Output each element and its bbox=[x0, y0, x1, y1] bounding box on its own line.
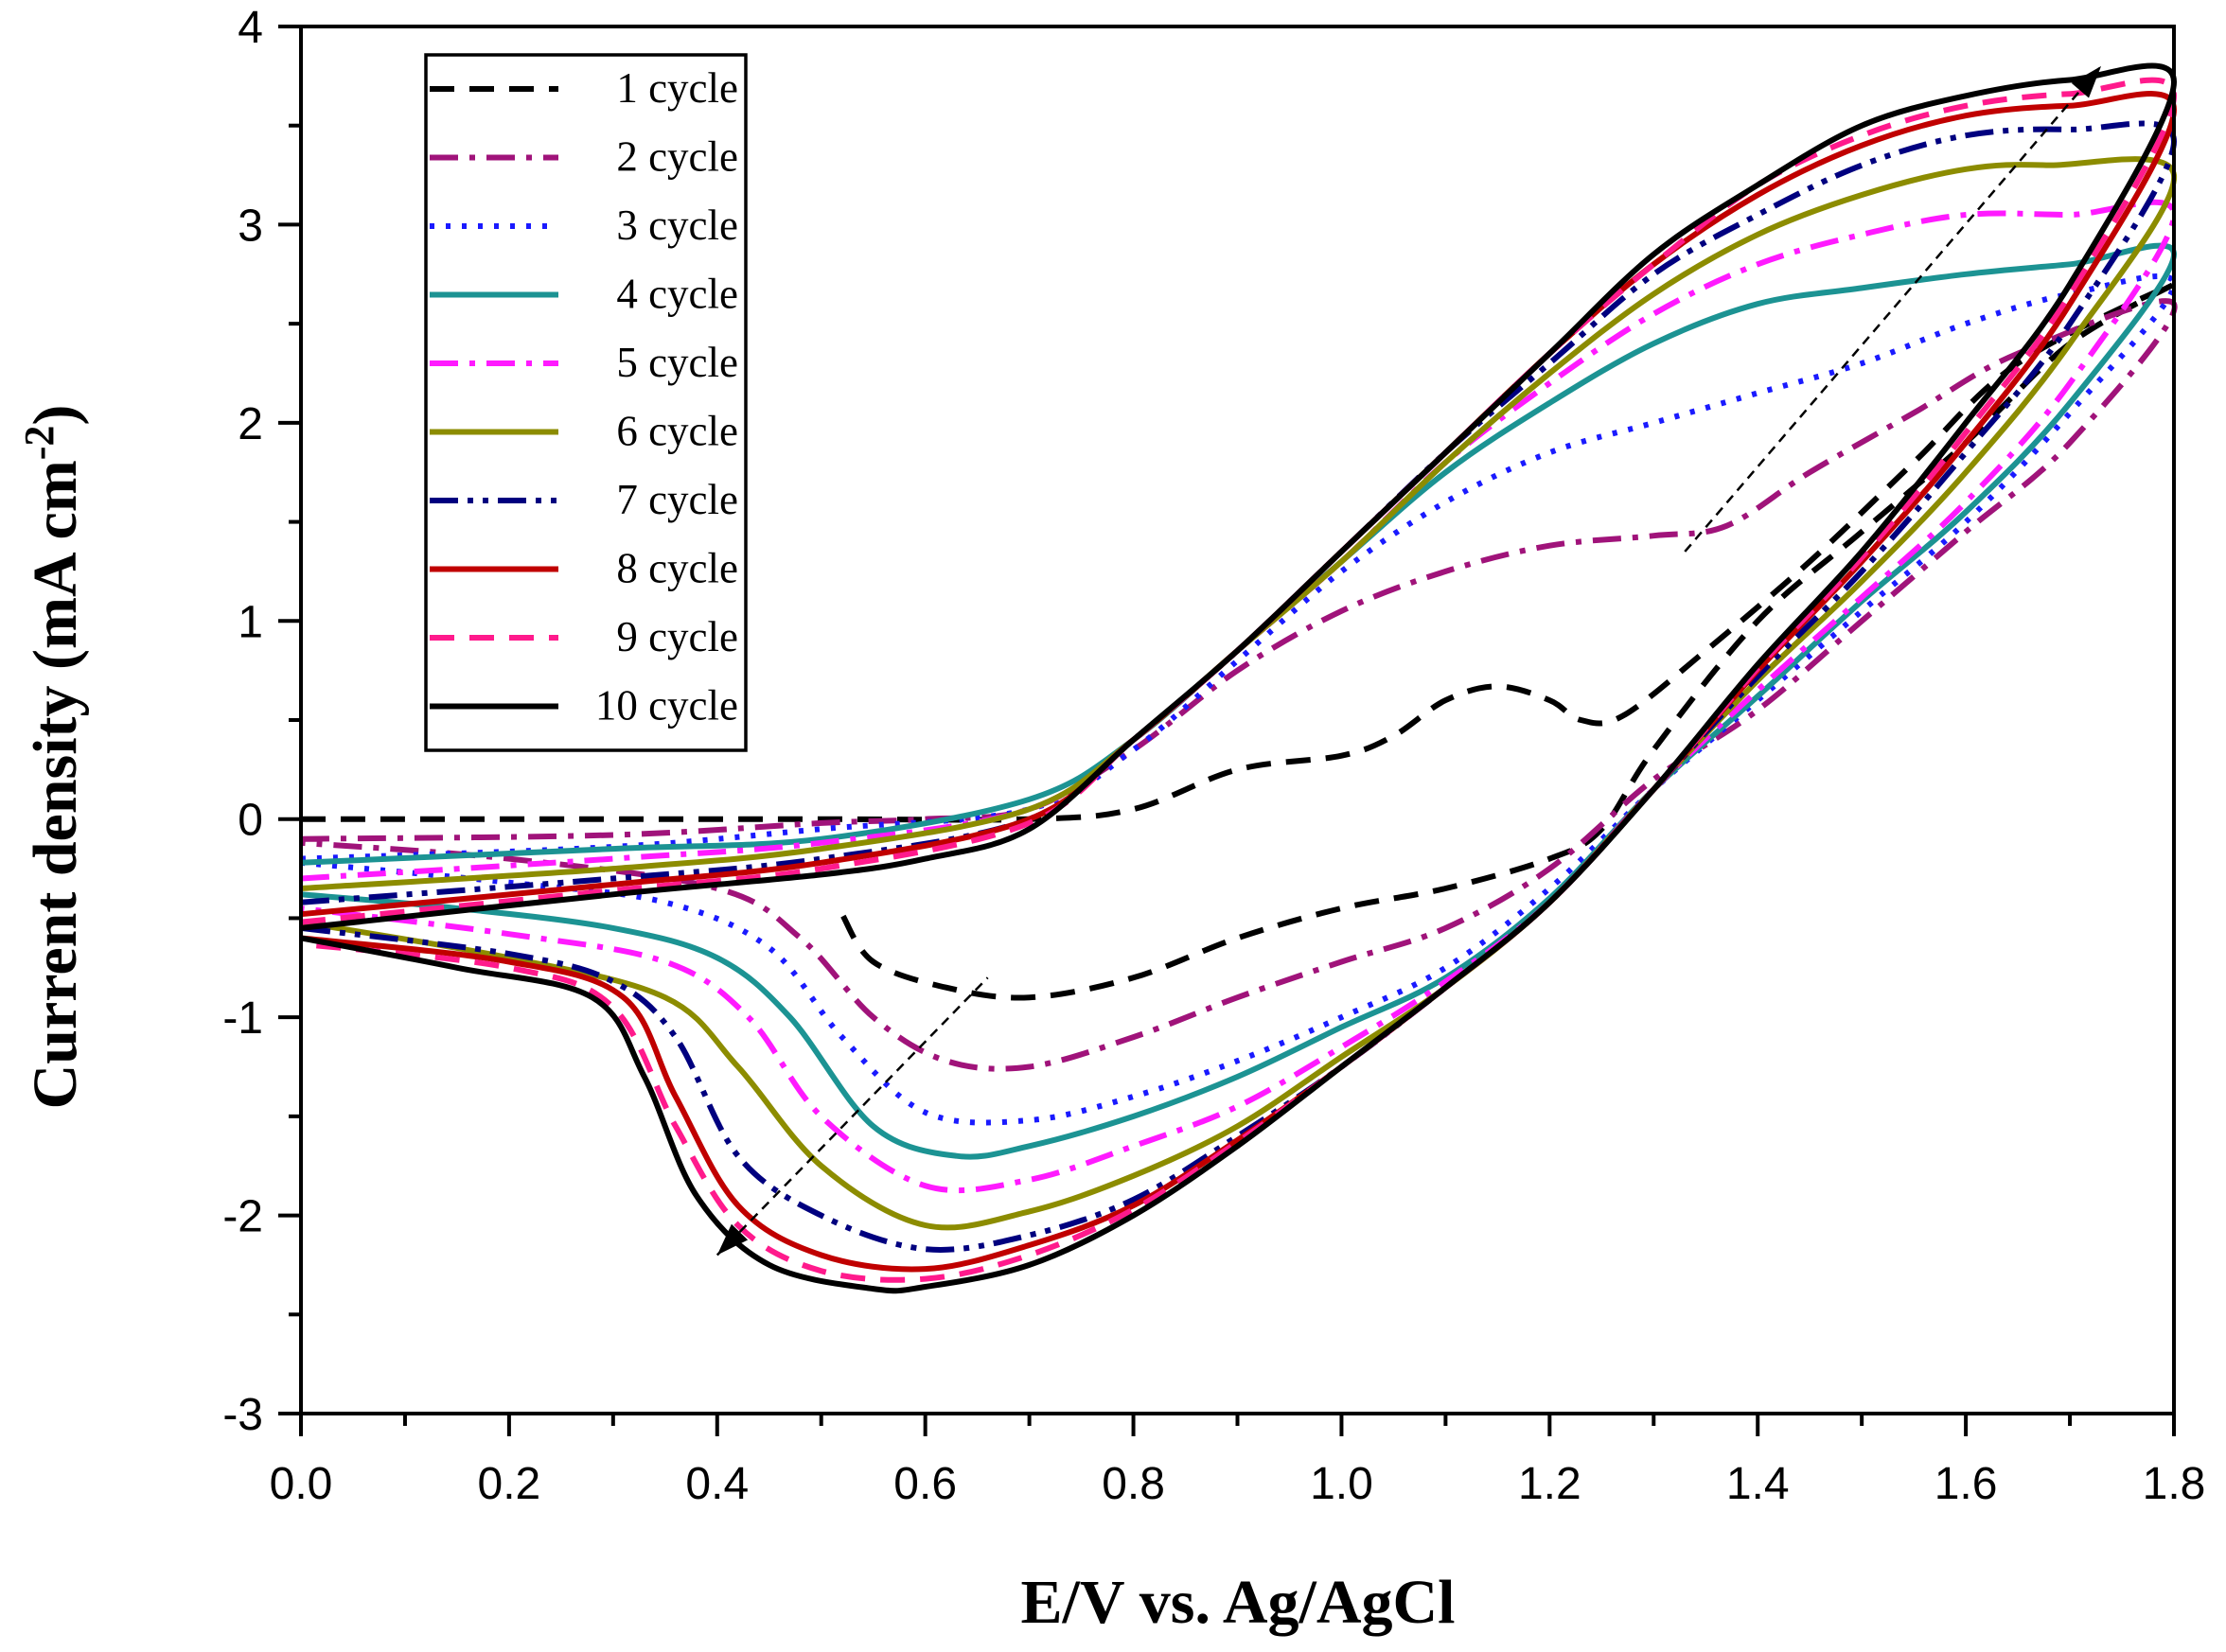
legend-label-cycle-8: 8 cycle bbox=[616, 545, 738, 592]
legend-label-cycle-3: 3 cycle bbox=[616, 202, 738, 249]
x-tick-label: 1.8 bbox=[2143, 1459, 2206, 1509]
x-tick-label: 1.6 bbox=[1934, 1459, 1998, 1509]
legend-label-cycle-4: 4 cycle bbox=[616, 271, 738, 318]
legend-label-cycle-2: 2 cycle bbox=[616, 133, 738, 181]
trend-arrow-head-1 bbox=[716, 1223, 749, 1256]
x-tick-label: 0.2 bbox=[478, 1459, 541, 1509]
legend-label-cycle-6: 6 cycle bbox=[616, 408, 738, 455]
x-axis: 0.0 0.2 0.4 0.6 0.8 1.0 1.2 1.4 1.6 1.8 bbox=[270, 1414, 2206, 1509]
y-tick-label: 4 bbox=[238, 3, 263, 53]
trend-arrows bbox=[716, 65, 2102, 1257]
x-tick-label: 0.0 bbox=[270, 1459, 333, 1509]
x-tick-label: 1.4 bbox=[1726, 1459, 1790, 1509]
x-tick-label: 0.4 bbox=[685, 1459, 749, 1509]
y-tick-label: 2 bbox=[238, 399, 263, 449]
legend-box bbox=[424, 53, 748, 752]
legend-label-cycle-9: 9 cycle bbox=[616, 613, 738, 660]
y-axis: -3 -2 -1 0 1 2 3 4 bbox=[222, 3, 301, 1440]
y-axis-title: Current density (mA cm bbox=[21, 460, 90, 1109]
series-line-cycle-10 bbox=[300, 62, 2177, 1294]
x-axis-title: E/V vs. Ag/AgCl bbox=[1020, 1568, 1455, 1637]
x-tick-label: 1.0 bbox=[1310, 1459, 1373, 1509]
trend-arrow-line-2 bbox=[1684, 65, 2102, 553]
x-tick-label: 0.6 bbox=[893, 1459, 957, 1509]
y-tick-label: -3 bbox=[222, 1390, 263, 1440]
legend-label-cycle-1: 1 cycle bbox=[616, 64, 738, 112]
series-line-cycle-2 bbox=[300, 298, 2178, 1072]
series-curves bbox=[300, 62, 2178, 1294]
x-tick-label: 0.8 bbox=[1102, 1459, 1165, 1509]
series-line-cycle-9 bbox=[300, 77, 2177, 1283]
y-axis-title-close: ) bbox=[21, 405, 90, 426]
y-tick-label: 3 bbox=[238, 201, 263, 251]
y-tick-label: -1 bbox=[222, 993, 263, 1044]
x-tick-label: 1.2 bbox=[1518, 1459, 1581, 1509]
y-tick-label: 0 bbox=[238, 796, 263, 846]
series-line-cycle-1 bbox=[300, 281, 2178, 1001]
legend-label-cycle-5: 5 cycle bbox=[616, 339, 738, 386]
y-axis-title-superscript: -2 bbox=[16, 426, 62, 461]
svg-text:Current density (mA cm-2): Current density (mA cm-2) bbox=[16, 405, 90, 1110]
y-tick-label: -2 bbox=[222, 1192, 263, 1242]
legend-label-cycle-7: 7 cycle bbox=[616, 476, 738, 523]
trend-arrow-line-1 bbox=[716, 976, 989, 1257]
legend-label-cycle-10: 10 cycle bbox=[595, 682, 738, 729]
legend: 1 cycle 2 cycle 3 cycle 4 cycle 5 cycle 6 cyc… bbox=[424, 53, 748, 752]
y-axis-title-group: Current density (mA cm-2) bbox=[16, 405, 90, 1110]
series-line-cycle-3 bbox=[300, 273, 2177, 1126]
trend-arrow-head-2 bbox=[2071, 65, 2102, 98]
y-tick-label: 1 bbox=[238, 597, 263, 647]
